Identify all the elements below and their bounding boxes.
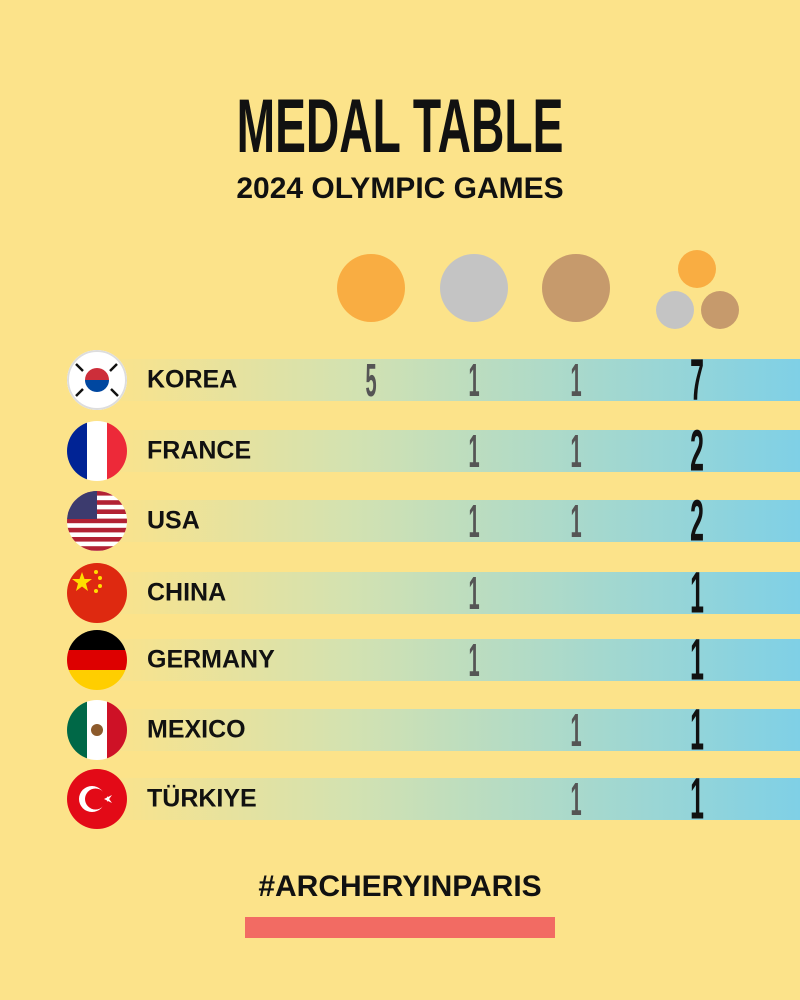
- row-bar: [100, 572, 800, 614]
- silver-count: 1: [468, 426, 479, 478]
- row-bar: [100, 359, 800, 401]
- total-count-group: 1: [690, 768, 704, 832]
- total-count-group: 1: [690, 629, 704, 693]
- row-bar: [100, 778, 800, 820]
- title: MEDAL TABLE: [237, 84, 564, 169]
- flags: [67, 350, 127, 829]
- bronze-count: 1: [570, 496, 581, 548]
- bronze-count-group: 1: [570, 355, 581, 407]
- flag-korea: [67, 350, 127, 410]
- total-icon: [656, 250, 739, 329]
- country-name: KOREA: [147, 366, 237, 394]
- bronze-icon: [542, 254, 610, 322]
- bronze-count-group: 1: [570, 496, 581, 548]
- total-count-group: 1: [690, 699, 704, 763]
- total-count-group: 2: [690, 490, 704, 554]
- total-count: 1: [690, 562, 704, 626]
- flag-france: [67, 421, 127, 481]
- total-count-group: 2: [690, 420, 704, 484]
- silver-count-group: 1: [468, 635, 479, 687]
- footer-bar: [245, 917, 555, 938]
- row-bar: [100, 639, 800, 681]
- country-name: TÜRKIYE: [147, 784, 257, 813]
- flag-mexico: [67, 700, 127, 760]
- country-name: FRANCE: [147, 437, 251, 465]
- bronze-count-group: 1: [570, 774, 581, 826]
- hashtag: #ARCHERYINPARIS: [258, 870, 541, 903]
- total-count: 2: [690, 420, 704, 484]
- total-count-group: 1: [690, 562, 704, 626]
- total-count: 1: [690, 768, 704, 832]
- row-bar: [100, 430, 800, 472]
- bronze-count-group: 1: [570, 426, 581, 478]
- flag-turkiye: [67, 769, 127, 829]
- bronze-count: 1: [570, 355, 581, 407]
- subtitle: 2024 OLYMPIC GAMES: [236, 172, 563, 205]
- flag-germany: [67, 630, 127, 690]
- flag-usa: [67, 491, 127, 551]
- row-bar: [100, 709, 800, 751]
- silver-count-group: 1: [468, 496, 479, 548]
- bronze-count: 1: [570, 774, 581, 826]
- gold-count: 5: [365, 355, 376, 407]
- total-count-group: 7: [690, 349, 704, 413]
- row-bar: [100, 500, 800, 542]
- bronze-count-group: 1: [570, 705, 581, 757]
- silver-icon: [440, 254, 508, 322]
- silver-count-group: 1: [468, 355, 479, 407]
- silver-count: 1: [468, 496, 479, 548]
- country-name: MEXICO: [147, 716, 246, 744]
- flag-china: [67, 563, 127, 623]
- silver-count: 1: [468, 568, 479, 620]
- bronze-count: 1: [570, 426, 581, 478]
- total-count: 1: [690, 629, 704, 693]
- total-count: 2: [690, 490, 704, 554]
- total-count: 1: [690, 699, 704, 763]
- silver-count-group: 1: [468, 426, 479, 478]
- silver-count: 1: [468, 355, 479, 407]
- bronze-count: 1: [570, 705, 581, 757]
- gold-count-group: 5: [365, 355, 376, 407]
- silver-count: 1: [468, 635, 479, 687]
- silver-count-group: 1: [468, 568, 479, 620]
- country-name: USA: [147, 507, 200, 535]
- total-count: 7: [690, 349, 704, 413]
- gold-icon: [337, 254, 405, 322]
- country-name: CHINA: [147, 579, 226, 607]
- country-name: GERMANY: [147, 646, 275, 674]
